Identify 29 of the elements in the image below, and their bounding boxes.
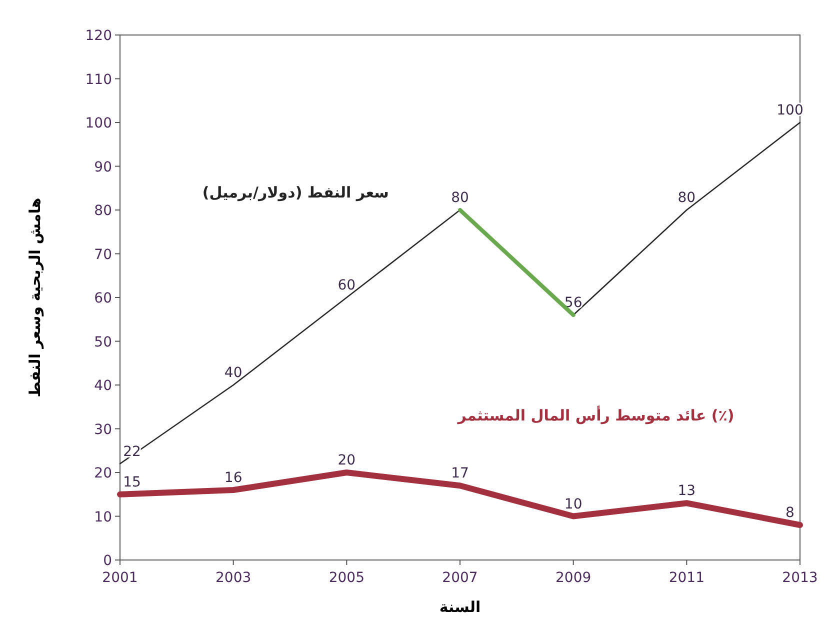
y-tick-label: 0 bbox=[103, 553, 112, 569]
y-tick-label: 50 bbox=[94, 334, 112, 350]
y-tick-label: 30 bbox=[94, 422, 112, 438]
y-tick-label: 120 bbox=[85, 28, 112, 44]
x-tick-label: 2009 bbox=[556, 570, 592, 586]
y-tick-label: 70 bbox=[94, 246, 112, 263]
data-label: 80 bbox=[678, 190, 696, 206]
x-tick-label: 2003 bbox=[216, 570, 252, 586]
y-tick-label: 10 bbox=[94, 509, 112, 526]
y-tick-label: 90 bbox=[94, 159, 112, 176]
x-tick-label: 2011 bbox=[668, 570, 704, 586]
text: عائد متوسط رأس المال المستثمر (٪) bbox=[456, 406, 734, 425]
x-tick-label: 2001 bbox=[102, 570, 138, 586]
data-label: 56 bbox=[564, 295, 582, 311]
y-tick-label: 100 bbox=[85, 116, 112, 132]
x-tick-label: 2007 bbox=[442, 570, 478, 586]
x-axis-title: السنة bbox=[439, 598, 481, 616]
data-label: 60 bbox=[338, 278, 356, 294]
text: سعر النفط (دولار/برميل) bbox=[202, 184, 389, 202]
data-label: 40 bbox=[224, 365, 242, 381]
y-tick-label: 110 bbox=[85, 72, 112, 88]
y-tick-label: 40 bbox=[94, 378, 112, 394]
y-tick-label: 20 bbox=[94, 466, 112, 482]
x-tick-label: 2005 bbox=[328, 570, 364, 586]
x-tick-label: 2013 bbox=[782, 570, 818, 586]
y-tick-label: 80 bbox=[94, 203, 112, 219]
y-axis-title: هامش الربحية وسعر النفط bbox=[26, 198, 44, 398]
y-tick-label: 60 bbox=[94, 290, 112, 306]
data-label: 80 bbox=[451, 190, 469, 206]
